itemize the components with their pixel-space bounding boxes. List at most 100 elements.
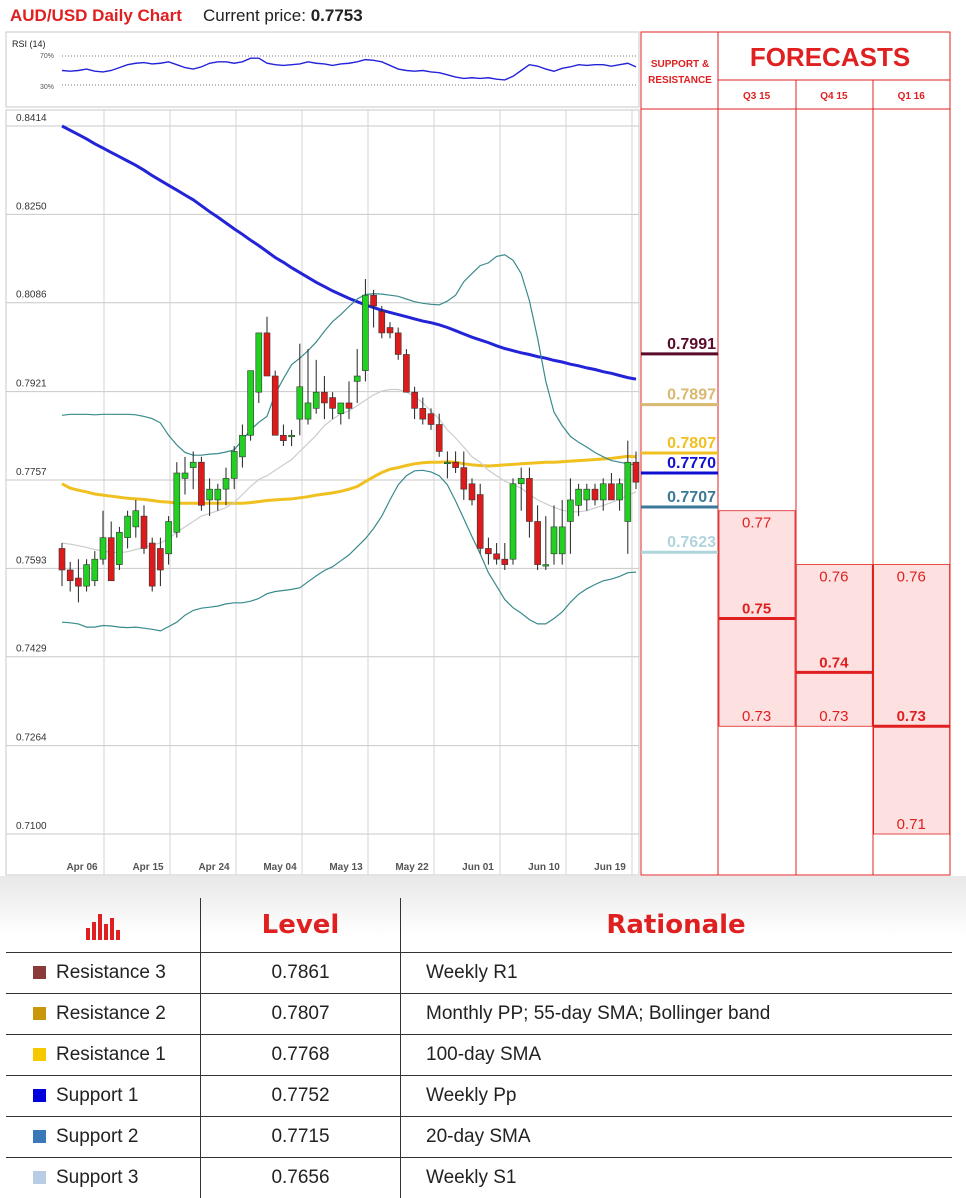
level-value: 0.7768 xyxy=(201,1035,401,1076)
x-tick-label: Apr 24 xyxy=(198,862,230,873)
forecast-range xyxy=(874,565,950,834)
candle-up xyxy=(543,565,549,567)
level-rationale: Weekly Pp xyxy=(401,1076,953,1117)
level-rationale: Weekly R1 xyxy=(401,953,953,994)
candle-down xyxy=(535,521,541,564)
candle-up xyxy=(133,511,139,527)
level-color-swatch xyxy=(33,1171,46,1184)
candle-up xyxy=(215,489,221,500)
x-tick-label: May 04 xyxy=(263,862,297,873)
forecast-mid: 0.75 xyxy=(742,600,771,617)
candle-up xyxy=(551,527,557,554)
level-color-swatch xyxy=(33,1089,46,1102)
candle-down xyxy=(526,478,532,521)
candle-up xyxy=(231,451,237,478)
rsi-30-label: 30% xyxy=(40,84,54,91)
sr-header-line2: RESISTANCE xyxy=(648,75,712,86)
bar-chart-icon-cell xyxy=(6,898,201,953)
candle-down xyxy=(321,392,327,403)
sr-level-label: 0.7991 xyxy=(667,336,716,353)
candle-up xyxy=(354,376,360,381)
sr-level-label: 0.7770 xyxy=(667,455,716,472)
candle-down xyxy=(149,543,155,586)
candle-up xyxy=(313,392,319,408)
x-tick-label: Apr 15 xyxy=(132,862,164,873)
y-tick-label: 0.7429 xyxy=(16,644,47,655)
y-tick-label: 0.8086 xyxy=(16,290,47,301)
price-panel xyxy=(6,110,639,875)
level-color-swatch xyxy=(33,1007,46,1020)
x-tick-label: May 22 xyxy=(395,862,429,873)
candle-up xyxy=(576,489,582,505)
y-tick-label: 0.8414 xyxy=(16,113,47,124)
level-name-cell: Resistance 3 xyxy=(6,953,201,994)
candle-down xyxy=(75,578,81,586)
x-tick-label: Jun 01 xyxy=(462,862,494,873)
candle-down xyxy=(371,295,377,306)
level-name: Support 2 xyxy=(56,1126,138,1147)
level-color-swatch xyxy=(33,966,46,979)
candle-up xyxy=(125,516,131,538)
forecasts-title: FORECASTS xyxy=(750,42,910,72)
level-name-cell: Support 2 xyxy=(6,1117,201,1158)
candle-down xyxy=(346,403,352,408)
x-tick-label: May 13 xyxy=(329,862,363,873)
candle-down xyxy=(420,408,426,419)
rsi-70-label: 70% xyxy=(40,53,54,60)
sr-level-label: 0.7623 xyxy=(667,534,716,551)
candle-down xyxy=(330,398,336,409)
candle-up xyxy=(256,333,262,392)
x-tick-label: Jun 19 xyxy=(594,862,626,873)
forecast-quarter-label: Q1 16 xyxy=(898,91,926,102)
sr-level-label: 0.7807 xyxy=(667,435,716,452)
candle-down xyxy=(608,484,614,500)
candle-down xyxy=(477,495,483,549)
sr-level-label: 0.7897 xyxy=(667,387,716,404)
candle-up xyxy=(518,478,524,483)
candle-up xyxy=(444,462,450,464)
candle-down xyxy=(264,333,270,376)
candle-down xyxy=(379,311,385,333)
rsi-panel xyxy=(6,32,639,107)
candle-up xyxy=(84,565,90,587)
sr-header-line1: SUPPORT & xyxy=(651,59,709,70)
level-value: 0.7656 xyxy=(201,1158,401,1198)
forecast-low: 0.73 xyxy=(742,708,771,725)
level-value: 0.7715 xyxy=(201,1117,401,1158)
candle-up xyxy=(182,473,188,478)
candle-down xyxy=(485,548,491,553)
level-name: Resistance 2 xyxy=(56,1003,166,1024)
candle-up xyxy=(100,538,106,560)
level-name: Support 1 xyxy=(56,1085,138,1106)
candle-up xyxy=(559,527,565,554)
candle-up xyxy=(207,489,213,500)
y-tick-label: 0.7100 xyxy=(16,821,47,832)
level-value: 0.7807 xyxy=(201,994,401,1035)
candle-down xyxy=(280,435,286,440)
candle-up xyxy=(297,387,303,419)
level-name: Support 3 xyxy=(56,1167,138,1188)
candle-up xyxy=(510,484,516,559)
candle-down xyxy=(461,468,467,490)
forecast-high: 0.77 xyxy=(742,515,771,532)
x-tick-label: Apr 06 xyxy=(66,862,98,873)
candle-up xyxy=(190,462,196,467)
candle-up xyxy=(116,532,122,564)
level-rationale: 100-day SMA xyxy=(401,1035,953,1076)
candle-down xyxy=(108,538,114,581)
level-color-swatch xyxy=(33,1048,46,1061)
candle-down xyxy=(157,548,163,570)
candle-up xyxy=(625,462,631,521)
candle-up xyxy=(92,559,98,581)
candle-down xyxy=(592,489,598,500)
candle-down xyxy=(67,570,73,581)
y-tick-label: 0.7757 xyxy=(16,467,47,478)
y-tick-label: 0.7593 xyxy=(16,555,47,566)
